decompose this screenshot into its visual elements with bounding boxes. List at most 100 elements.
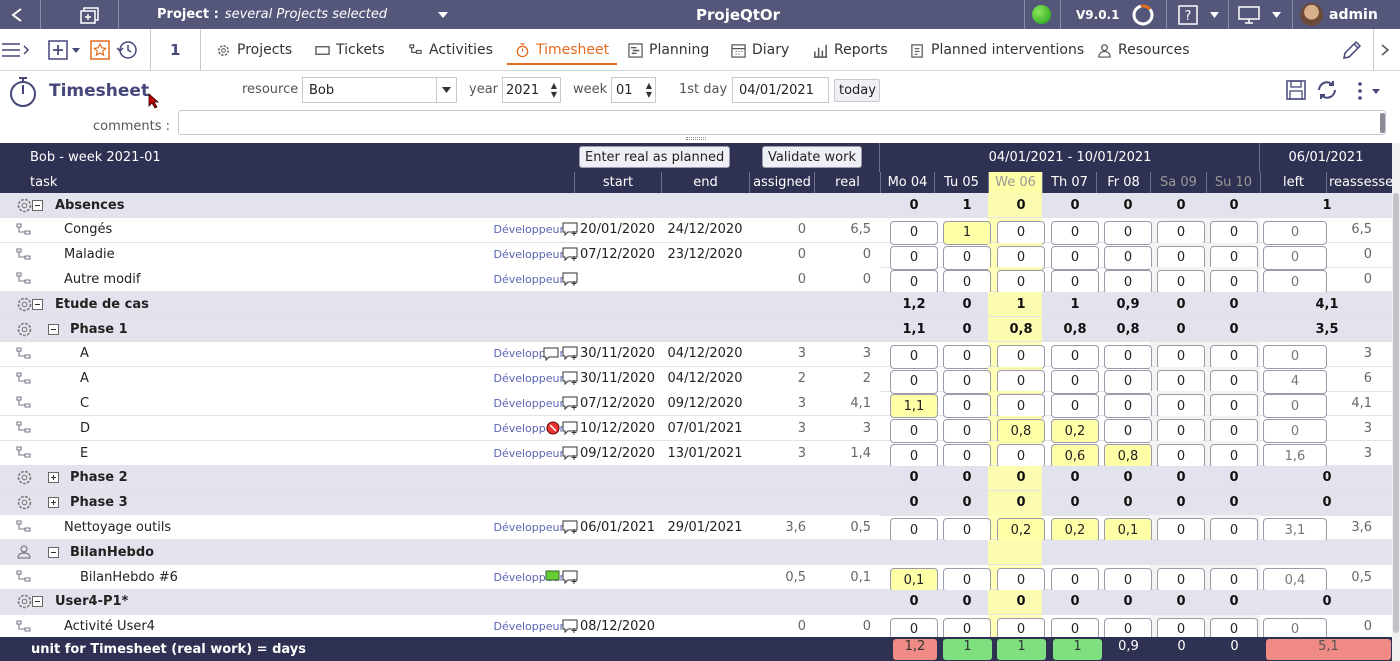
day-input-6[interactable]: 0 [1210, 617, 1258, 637]
day-input-5[interactable]: 0 [1157, 518, 1205, 543]
day-input-3[interactable]: 0 [1051, 270, 1099, 295]
day-input-4[interactable]: 0 [1104, 394, 1152, 419]
task-name[interactable]: D [80, 420, 91, 436]
add-note-icon[interactable] [562, 243, 579, 267]
day-input-6[interactable]: 0 [1210, 369, 1258, 394]
menu-planning[interactable]: Planning [628, 29, 709, 71]
comment-icon[interactable] [543, 342, 559, 366]
add-note-icon[interactable] [562, 267, 579, 291]
left-input[interactable]: 0 [1263, 344, 1327, 369]
day-input-5[interactable]: 0 [1157, 568, 1205, 592]
day-input-0[interactable]: 0 [890, 419, 938, 444]
day-input-0[interactable]: 0 [890, 617, 938, 637]
add-new-icon[interactable] [48, 29, 68, 71]
left-input[interactable]: 0 [1263, 220, 1327, 245]
day-input-4[interactable]: 0 [1104, 369, 1152, 394]
projeqtor-logo-icon[interactable] [1130, 0, 1156, 29]
col-end[interactable]: end [661, 172, 749, 193]
day-input-1[interactable]: 0 [943, 344, 991, 369]
left-input[interactable]: 0 [1263, 394, 1327, 419]
col-real[interactable]: real [814, 172, 880, 193]
year-stepper-icon[interactable]: ▲ ▼ [550, 81, 557, 99]
day-input-3[interactable]: 0,2 [1051, 419, 1099, 444]
add-note-icon[interactable] [562, 218, 579, 242]
day-input-4[interactable]: 0 [1104, 245, 1152, 270]
task-name[interactable]: BilanHebdo #6 [80, 569, 178, 585]
screen-icon[interactable] [1238, 0, 1260, 29]
day-input-5[interactable]: 0 [1157, 270, 1205, 295]
menu-planned-interventions[interactable]: Planned interventions [910, 29, 1084, 71]
day-input-6[interactable]: 0 [1210, 245, 1258, 270]
day-input-5[interactable]: 0 [1157, 394, 1205, 419]
day-input-5[interactable]: 0 [1157, 419, 1205, 444]
favorites-count[interactable]: 1 [170, 41, 181, 59]
day-input-0[interactable]: 0 [890, 344, 938, 369]
day-input-3[interactable]: 0 [1051, 568, 1099, 592]
project-dropdown-icon[interactable] [438, 0, 448, 29]
day-input-6[interactable]: 0 [1210, 394, 1258, 419]
day-input-4[interactable]: 0 [1104, 220, 1152, 245]
splitter-handle[interactable] [686, 137, 706, 140]
task-name[interactable]: Autre modif [64, 271, 141, 287]
menu-resources[interactable]: Resources [1097, 29, 1190, 71]
day-input-3[interactable]: 0 [1051, 369, 1099, 394]
day-input-2[interactable]: 0 [997, 245, 1045, 270]
switch-mode-icon[interactable] [80, 0, 102, 29]
add-note-icon[interactable] [562, 342, 579, 366]
first-day-input[interactable]: 04/01/2021 [732, 77, 829, 103]
screen-dropdown-icon[interactable] [1272, 0, 1281, 29]
day-input-0[interactable]: 0 [890, 518, 938, 543]
day-input-5[interactable]: 0 [1157, 444, 1205, 468]
day-input-2[interactable]: 0 [997, 344, 1045, 369]
day-input-1[interactable]: 0 [943, 518, 991, 543]
history-icon[interactable] [116, 29, 138, 71]
menu-tickets[interactable]: Tickets [315, 29, 385, 71]
day-input-6[interactable]: 0 [1210, 270, 1258, 295]
menu-reports[interactable]: Reports [813, 29, 888, 71]
enter-real-as-planned-button[interactable]: Enter real as planned [579, 146, 731, 168]
col-reassessed[interactable]: reassessed [1326, 172, 1392, 193]
day-input-3[interactable]: 0 [1051, 245, 1099, 270]
day-input-2[interactable]: 0 [997, 394, 1045, 419]
menu-toggle-icon[interactable] [2, 29, 32, 71]
meeting-icon[interactable] [16, 540, 32, 564]
left-input[interactable]: 1,6 [1263, 444, 1327, 468]
col-start[interactable]: start [574, 172, 661, 193]
menu-diary[interactable]: Diary [731, 29, 789, 71]
collapse-icon[interactable] [48, 540, 59, 564]
day-input-4[interactable]: 0 [1104, 419, 1152, 444]
day-input-1[interactable]: 0 [943, 394, 991, 419]
task-name[interactable]: Maladie [64, 247, 115, 263]
expand-icon[interactable] [48, 466, 59, 490]
day-input-1[interactable]: 0 [943, 270, 991, 295]
task-name[interactable]: Congés [64, 222, 113, 238]
left-input[interactable]: 0 [1263, 270, 1327, 295]
col-assigned[interactable]: assigned [749, 172, 814, 193]
project-selector[interactable]: Project : several Projects selected [157, 0, 387, 29]
task-name[interactable]: A [80, 371, 89, 387]
day-input-5[interactable]: 0 [1157, 369, 1205, 394]
day-input-3[interactable]: 0,6 [1051, 444, 1099, 468]
day-input-1[interactable]: 1 [943, 220, 991, 245]
grid-scrollbar[interactable] [1392, 143, 1400, 661]
gear-icon[interactable] [16, 193, 33, 217]
add-note-icon[interactable] [562, 441, 579, 465]
day-input-5[interactable]: 0 [1157, 617, 1205, 637]
day-input-2[interactable]: 0 [997, 369, 1045, 394]
day-input-0[interactable]: 0,1 [890, 568, 938, 592]
day-input-2[interactable]: 0 [997, 220, 1045, 245]
add-note-icon[interactable] [562, 416, 579, 440]
day-input-6[interactable]: 0 [1210, 344, 1258, 369]
day-input-5[interactable]: 0 [1157, 245, 1205, 270]
year-spinner[interactable]: 2021 ▲ ▼ [502, 77, 561, 103]
day-input-0[interactable]: 1,1 [890, 394, 938, 419]
left-input[interactable]: 0 [1263, 245, 1327, 270]
gear-icon[interactable] [16, 590, 33, 614]
task-name[interactable]: Nettoyage outils [64, 519, 172, 535]
day-input-4[interactable]: 0 [1104, 270, 1152, 295]
day-input-2[interactable]: 0,8 [997, 419, 1045, 444]
day-input-2[interactable]: 0,2 [997, 518, 1045, 543]
day-input-6[interactable]: 0 [1210, 444, 1258, 468]
task-name[interactable]: C [80, 395, 90, 411]
expand-icon[interactable] [48, 491, 59, 515]
